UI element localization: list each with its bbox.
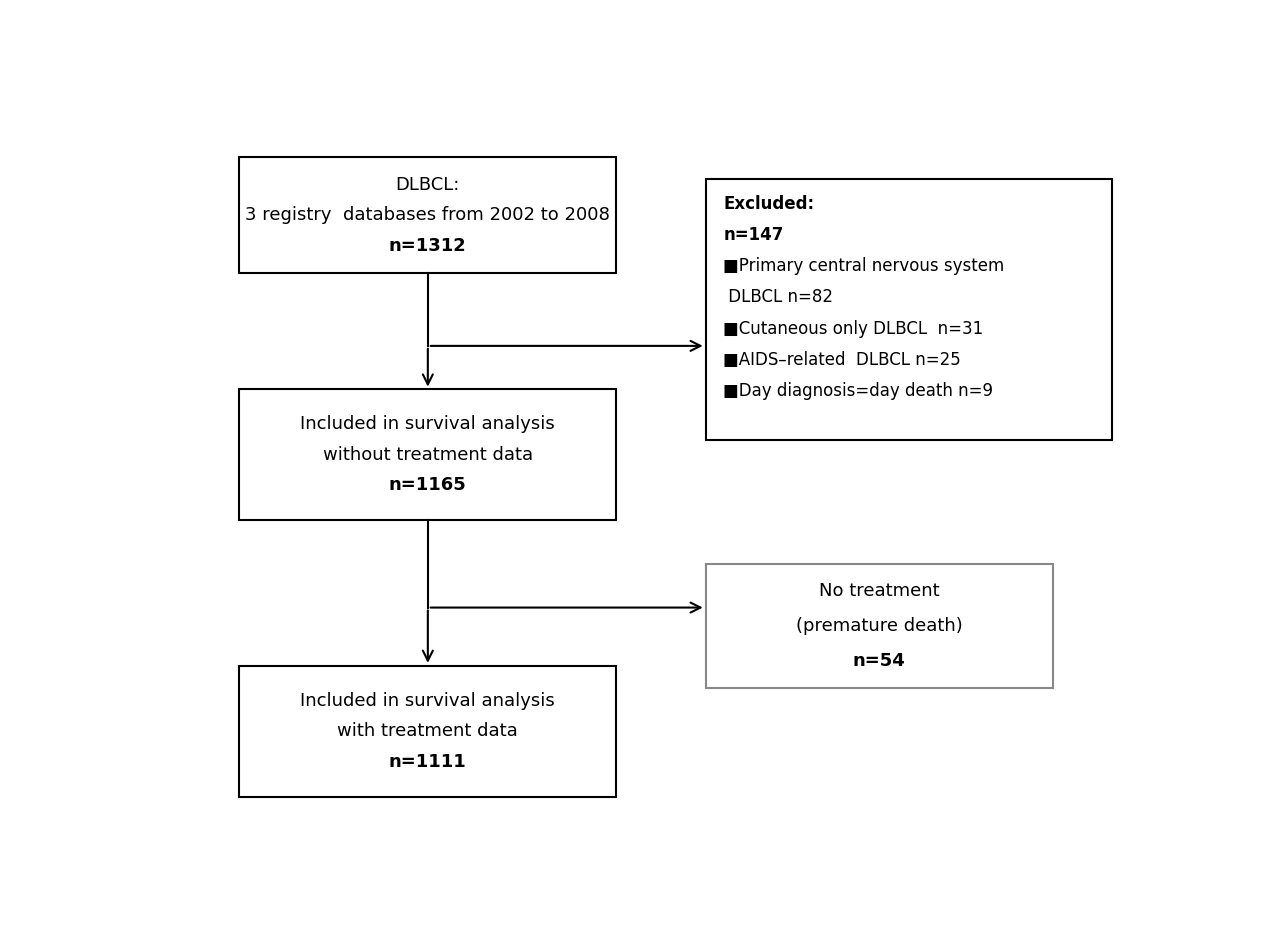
Text: DLBCL:: DLBCL: [396, 176, 460, 194]
Text: 3 registry  databases from 2002 to 2008: 3 registry databases from 2002 to 2008 [246, 206, 611, 224]
Text: No treatment: No treatment [819, 582, 940, 599]
Text: with treatment data: with treatment data [338, 722, 518, 740]
FancyBboxPatch shape [705, 178, 1112, 440]
Text: ■Day diagnosis=day death n=9: ■Day diagnosis=day death n=9 [723, 382, 993, 400]
FancyBboxPatch shape [239, 157, 617, 273]
Text: n=147: n=147 [723, 226, 783, 244]
Text: ■AIDS–related  DLBCL n=25: ■AIDS–related DLBCL n=25 [723, 351, 961, 369]
Text: (premature death): (premature death) [796, 616, 963, 634]
Text: Excluded:: Excluded: [723, 194, 814, 212]
FancyBboxPatch shape [239, 390, 617, 520]
Text: ■Primary central nervous system: ■Primary central nervous system [723, 257, 1005, 276]
Text: n=54: n=54 [852, 651, 905, 669]
Text: without treatment data: without treatment data [323, 446, 532, 464]
Text: DLBCL n=82: DLBCL n=82 [723, 289, 833, 307]
Text: Included in survival analysis: Included in survival analysis [301, 692, 556, 710]
Text: n=1165: n=1165 [389, 477, 467, 495]
FancyBboxPatch shape [705, 564, 1053, 687]
Text: n=1111: n=1111 [389, 752, 467, 770]
Text: ■Cutaneous only DLBCL  n=31: ■Cutaneous only DLBCL n=31 [723, 320, 984, 338]
FancyBboxPatch shape [239, 666, 617, 797]
Text: n=1312: n=1312 [389, 237, 467, 255]
Text: Included in survival analysis: Included in survival analysis [301, 415, 556, 433]
